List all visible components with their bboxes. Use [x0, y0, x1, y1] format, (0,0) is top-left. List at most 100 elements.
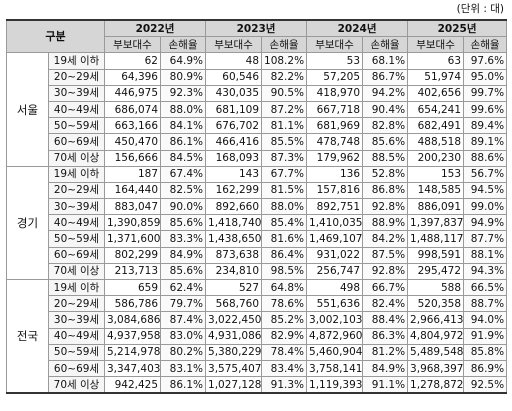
insured-count-cell: 156,666	[104, 149, 161, 167]
loss-ratio-cell: 99.7%	[463, 84, 508, 102]
loss-ratio-cell: 94.5%	[463, 181, 508, 200]
insured-count-cell: 213,713	[104, 262, 161, 281]
loss-ratio-cell: 84.9%	[159, 246, 207, 264]
age-group-label: 19세 이하	[48, 52, 105, 70]
header-count: 부보대수	[104, 36, 161, 54]
insured-count-cell: 686,074	[104, 100, 161, 119]
loss-ratio-cell: 86.9%	[463, 359, 508, 378]
loss-ratio-cell: 85.6%	[159, 214, 207, 232]
loss-ratio-cell: 85.4%	[261, 214, 308, 232]
insured-count-cell: 466,416	[205, 133, 263, 151]
insured-count-cell: 3,968,397	[407, 359, 465, 378]
age-group-label: 30~39세	[48, 198, 105, 216]
header-year-2023: 2023년	[205, 19, 308, 38]
loss-ratio-cell: 88.9%	[362, 214, 409, 232]
table-row: 40~49세 1,390,859 85.6% 1,418,740 85.4% 1,410,…	[7, 214, 508, 232]
loss-ratio-cell: 91.9%	[463, 327, 508, 345]
loss-ratio-cell: 88.1%	[463, 246, 508, 264]
insured-count-cell: 568,760	[205, 295, 263, 313]
loss-ratio-cell: 94.3%	[463, 262, 508, 281]
loss-ratio-cell: 86.1%	[159, 376, 207, 394]
insured-count-cell: 1,371,600	[104, 230, 161, 248]
insured-count-cell: 256,747	[306, 262, 364, 281]
loss-ratio-cell: 88.0%	[159, 100, 207, 119]
table-row: 30~39세 446,975 92.3% 430,035 90.5% 418,970 94.…	[7, 84, 508, 102]
loss-ratio-cell: 108.2%	[261, 52, 308, 70]
insured-count-cell: 942,425	[104, 376, 161, 394]
insured-count-cell: 153	[407, 165, 465, 183]
header-year-2022: 2022년	[103, 19, 207, 38]
age-group-label: 70세 이상	[48, 376, 105, 394]
header-year-2024: 2024년	[306, 19, 409, 38]
loss-ratio-cell: 98.5%	[261, 262, 308, 281]
loss-ratio-cell: 62.4%	[159, 278, 207, 297]
insured-count-cell: 682,491	[407, 117, 465, 135]
insured-count-cell: 892,660	[205, 198, 263, 216]
table-row: 경기 19세 이하 187 67.4% 143 67.7% 136 52.8% 153 56.7%	[6, 165, 508, 281]
table-row: 50~59세 663,166 84.1% 676,702 81.1% 681,969 82.…	[7, 117, 508, 135]
insured-count-cell: 4,872,960	[306, 327, 364, 345]
loss-ratio-cell: 85.6%	[362, 133, 409, 151]
insured-count-cell: 3,084,686	[104, 311, 161, 329]
age-group-label: 60~69세	[48, 246, 105, 264]
loss-ratio-cell: 81.1%	[261, 117, 308, 135]
header-rate: 손해율	[463, 36, 508, 54]
table-row: 전국 19세 이하 659 62.4% 527 64.8% 498 66.7% 588 66.5%	[6, 278, 508, 394]
insured-count-cell: 5,380,229	[205, 343, 263, 361]
insured-count-cell: 143	[205, 165, 263, 183]
loss-ratio-cell: 82.8%	[362, 117, 409, 135]
loss-ratio-cell: 67.4%	[159, 165, 207, 183]
loss-ratio-cell: 99.0%	[463, 198, 508, 216]
loss-ratio-cell: 92.5%	[463, 376, 508, 394]
loss-ratio-cell: 88.5%	[362, 149, 409, 167]
region-label: 전국	[6, 279, 49, 394]
loss-ratio-cell: 86.7%	[362, 68, 409, 86]
insured-count-cell: 586,786	[104, 295, 161, 313]
insured-count-cell: 1,488,117	[407, 230, 465, 248]
loss-ratio-cell: 81.2%	[362, 343, 409, 361]
loss-ratio-cell: 97.6%	[463, 52, 508, 70]
loss-ratio-cell: 83.1%	[159, 359, 207, 378]
loss-ratio-cell: 83.4%	[261, 359, 308, 378]
loss-ratio-cell: 87.3%	[261, 149, 308, 167]
age-group-label: 70세 이상	[48, 262, 105, 281]
insured-count-cell: 51,974	[407, 68, 465, 86]
insured-count-cell: 1,469,107	[306, 230, 364, 248]
age-group-label: 20~29세	[48, 68, 105, 86]
age-group-label: 40~49세	[48, 327, 105, 345]
loss-ratio-cell: 84.5%	[159, 149, 207, 167]
insured-count-cell: 654,241	[407, 100, 465, 119]
loss-ratio-cell: 88.6%	[463, 149, 508, 167]
age-group-label: 50~59세	[48, 343, 105, 361]
loss-ratio-cell: 79.7%	[159, 295, 207, 313]
loss-ratio-cell: 82.9%	[261, 327, 308, 345]
loss-ratio-cell: 85.2%	[261, 311, 308, 329]
insured-count-cell: 520,358	[407, 295, 465, 313]
loss-ratio-cell: 87.5%	[362, 246, 409, 264]
insured-count-cell: 3,575,407	[205, 359, 263, 378]
insured-count-cell: 450,470	[104, 133, 161, 151]
loss-ratio-cell: 78.4%	[261, 343, 308, 361]
table-row: 70세 이상 213,713 85.6% 234,810 98.5% 256,747 92.…	[7, 262, 508, 281]
insured-count-cell: 659	[104, 278, 161, 297]
table-row: 70세 이상 156,666 84.5% 168,093 87.3% 179,962 88.…	[7, 149, 508, 167]
loss-ratio-cell: 99.6%	[463, 100, 508, 119]
insured-count-cell: 498	[306, 278, 364, 297]
loss-ratio-cell: 82.2%	[261, 68, 308, 86]
table-body: 서울 19세 이하 62 64.9% 48 108.2% 53 68.1% 63 97.6% 20~…	[6, 52, 508, 394]
insured-count-cell: 62	[104, 52, 161, 70]
loss-ratio-cell: 68.1%	[362, 52, 409, 70]
header-count: 부보대수	[407, 36, 465, 54]
loss-ratio-cell: 81.6%	[261, 230, 308, 248]
header-rate: 손해율	[159, 36, 207, 54]
loss-ratio-cell: 87.2%	[261, 100, 308, 119]
loss-ratio-cell: 85.6%	[159, 262, 207, 281]
table-row: 20~29세 164,440 82.5% 162,299 81.5% 157,816 86.…	[7, 181, 508, 200]
loss-ratio-cell: 82.4%	[362, 295, 409, 313]
insured-count-cell: 200,230	[407, 149, 465, 167]
header-category: 구분	[6, 19, 105, 54]
insured-count-cell: 1,119,393	[306, 376, 364, 394]
insured-count-cell: 1,397,837	[407, 214, 465, 232]
loss-ratio-cell: 92.8%	[362, 262, 409, 281]
age-group-label: 20~29세	[48, 181, 105, 200]
